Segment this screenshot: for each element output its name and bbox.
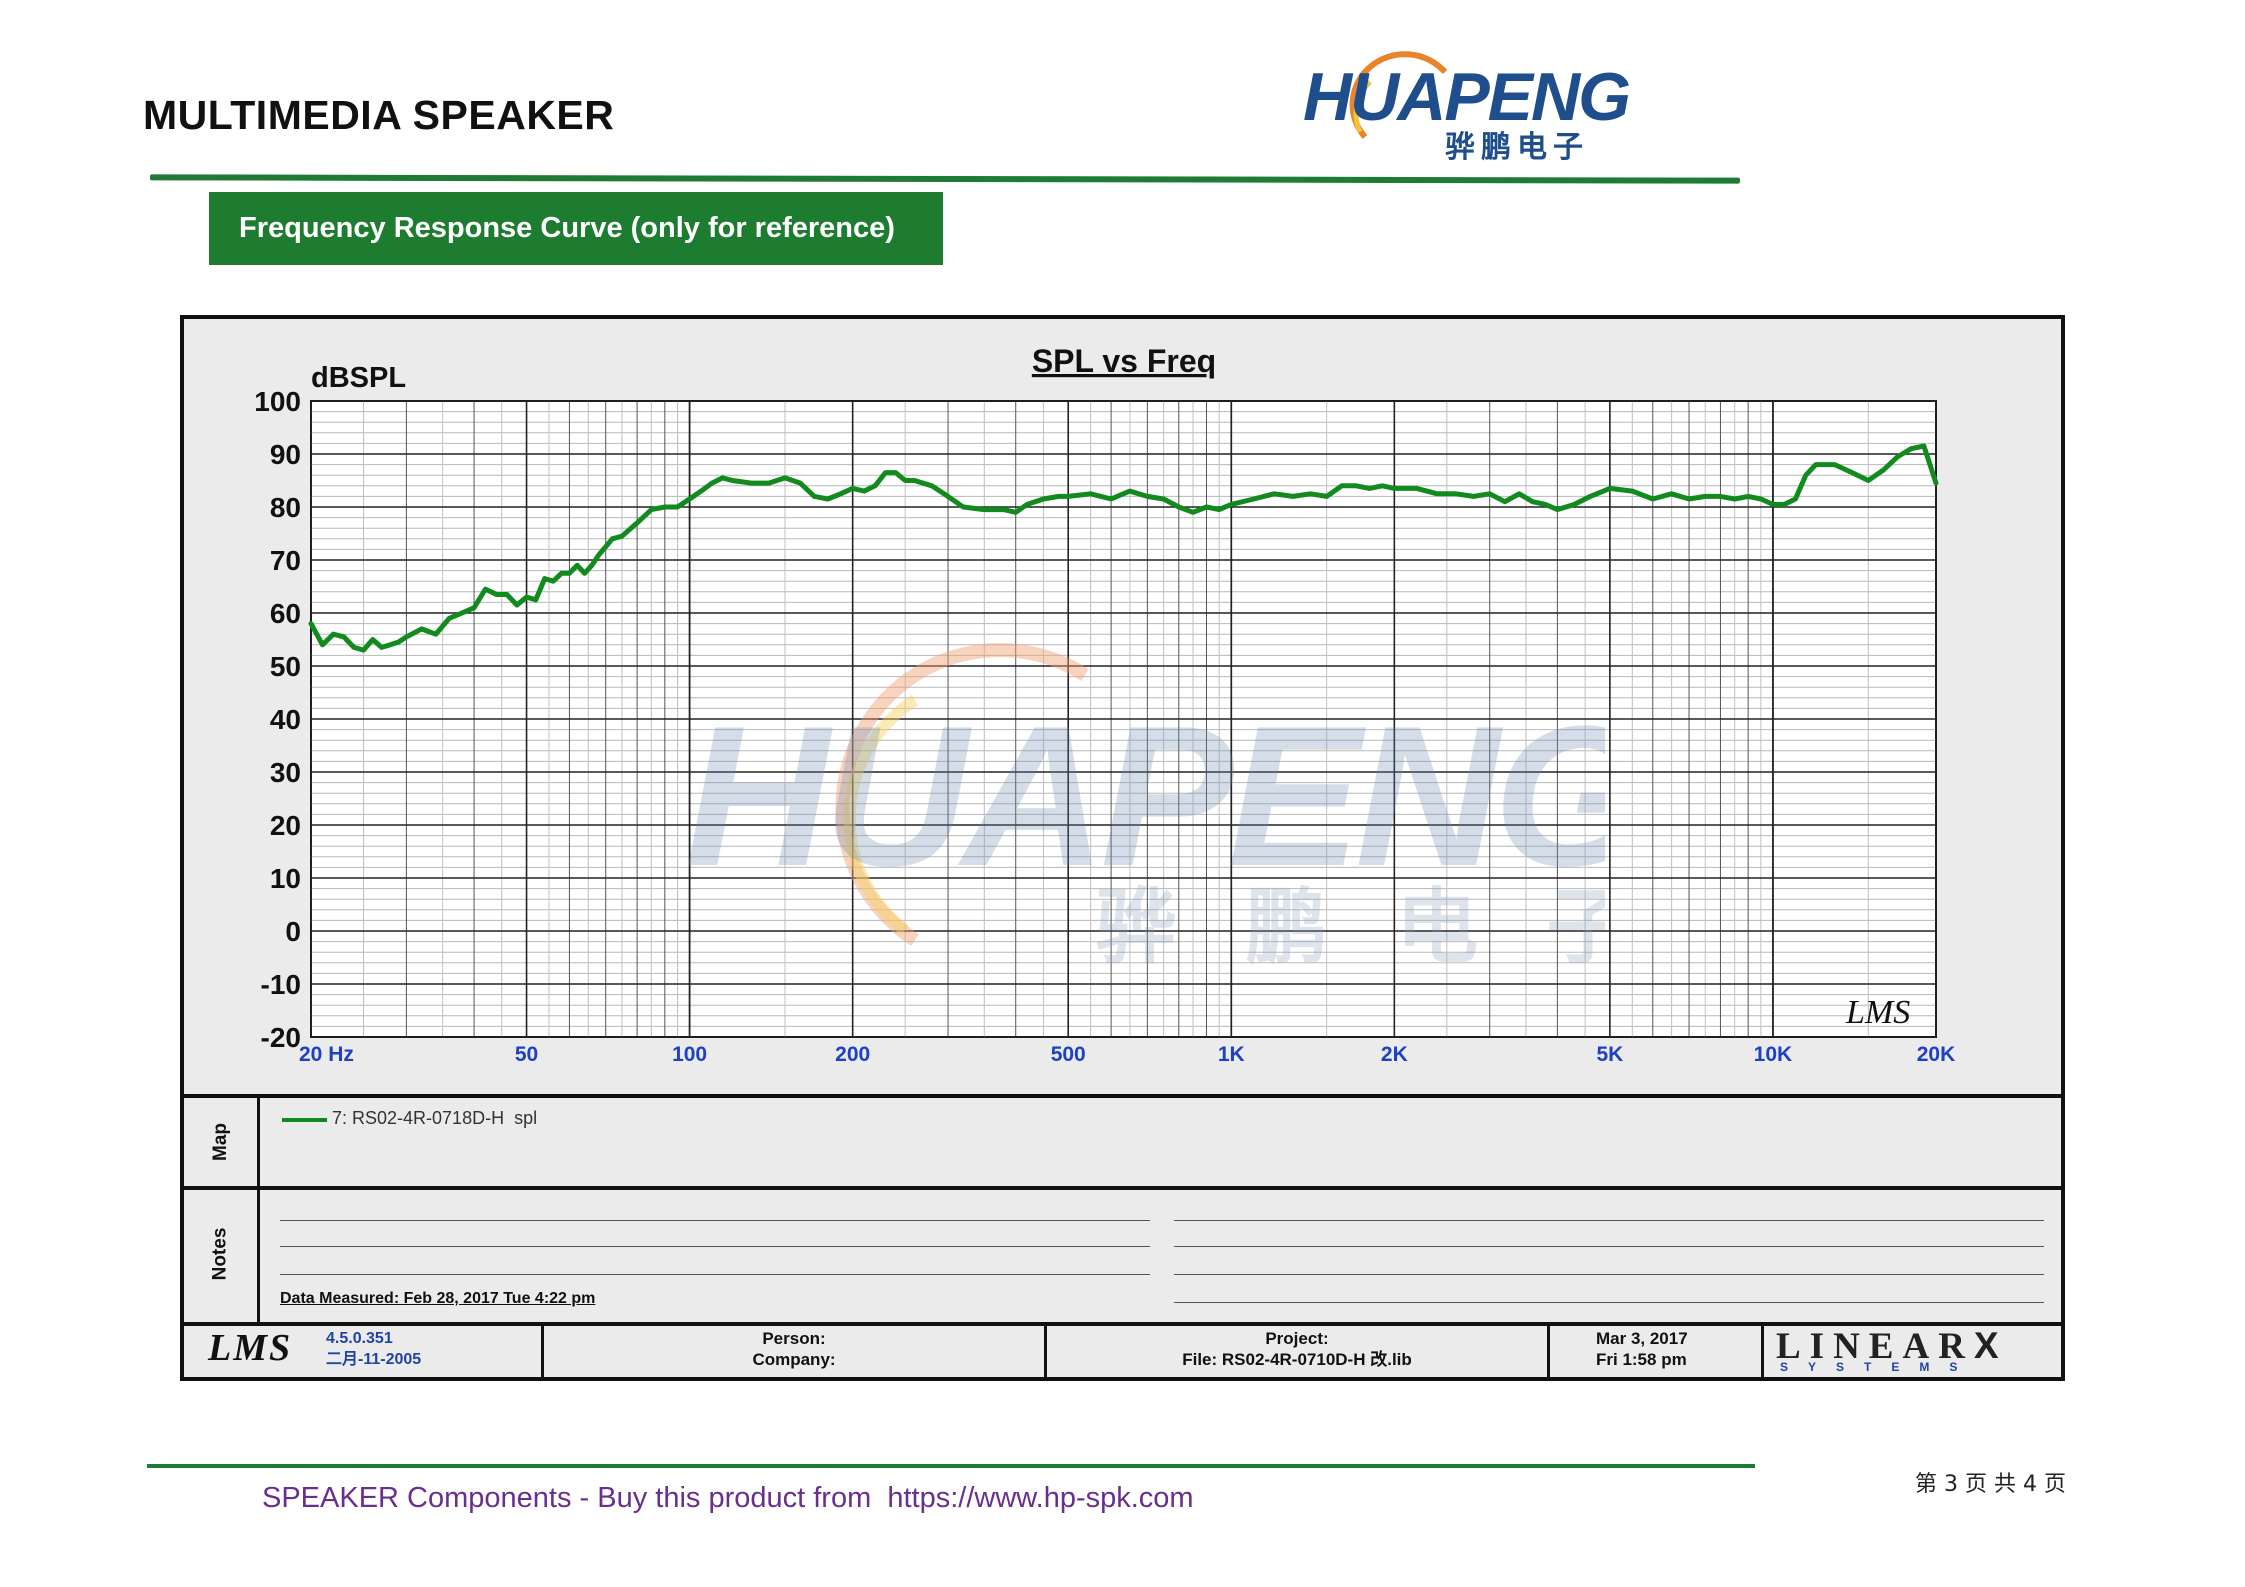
report-date: Mar 3, 2017 <box>1596 1329 1688 1348</box>
logo-cn: 骅鹏电子 <box>1445 130 1589 165</box>
footer-rule <box>147 1464 1755 1468</box>
linearx-logo: LINEARX <box>1776 1325 2008 1367</box>
brand-cell: LINEARX SYSTEMS <box>1764 1322 2061 1377</box>
y-tick-label: -10 <box>261 969 301 1000</box>
note-line <box>1174 1246 2044 1247</box>
y-tick-label: 30 <box>270 757 301 788</box>
note-line <box>280 1274 1150 1275</box>
page-number: 第 3 页 共 4 页 <box>1915 1472 2066 1497</box>
map-label: Map <box>184 1098 260 1186</box>
info-footer: LMS 4.5.0.351 二月-11-2005 Person: Company… <box>180 1322 2065 1381</box>
notes-row: Notes Data Measured: Feb 28, 2017 Tue 4:… <box>180 1186 2065 1326</box>
chart-panel: 100 90 80 70 60 50 40 30 20 10 0 -10 -20 20 Hz 50 100 20… <box>180 315 2065 1381</box>
series-line <box>308 443 1939 653</box>
section-banner-label: Frequency Response Curve (only for refer… <box>239 212 895 244</box>
y-tick-label: -20 <box>261 1022 301 1053</box>
x-tick-label: 200 <box>835 1043 870 1066</box>
version-number: 4.5.0.351 <box>326 1330 393 1347</box>
page-title: MULTIMEDIA SPEAKER <box>143 92 615 138</box>
y-tick-label: 0 <box>285 916 301 947</box>
version-info: 4.5.0.351 二月-11-2005 <box>326 1328 421 1370</box>
y-axis-label: dBSPL <box>311 362 406 394</box>
huapeng-logo: HUAPENG 骅鹏电子 <box>1303 51 1631 165</box>
note-line <box>1174 1274 2044 1275</box>
y-tick-label: 10 <box>270 863 301 894</box>
y-tick-label: 80 <box>270 492 301 523</box>
y-tick-label: 70 <box>270 545 301 576</box>
legend-entry: 7: RS02-4R-0718D-H spl <box>332 1108 538 1128</box>
logo-text: HUAPENG <box>1303 59 1629 135</box>
y-tick-label: 60 <box>270 598 301 629</box>
note-line <box>1174 1302 2044 1303</box>
company-label: Company: <box>752 1350 836 1369</box>
legend-swatch <box>282 1118 327 1122</box>
x-tick-label: 20 Hz <box>299 1043 354 1066</box>
lms-chart-mark: LMS <box>1845 994 1910 1031</box>
x-tick-label: 10K <box>1754 1043 1793 1066</box>
x-tick-label: 1K <box>1218 1043 1245 1066</box>
chart-title: SPL vs Freq <box>1032 343 1216 379</box>
date-cell: Mar 3, 2017 Fri 1:58 pm <box>1550 1322 1764 1377</box>
lms-logo: LMS <box>208 1327 293 1369</box>
version-date: 二月-11-2005 <box>326 1351 422 1368</box>
note-line <box>280 1220 1150 1221</box>
file-label: File: RS02-4R-0710D-H 改.lib <box>1182 1350 1412 1369</box>
lms-cell: LMS 4.5.0.351 二月-11-2005 <box>184 1322 544 1377</box>
y-tick-label: 100 <box>254 386 301 417</box>
footer-link-text[interactable]: SPEAKER Components - Buy this product fr… <box>262 1482 1194 1514</box>
report-time: Fri 1:58 pm <box>1596 1350 1687 1369</box>
measured-date: Data Measured: Feb 28, 2017 Tue 4:22 pm <box>280 1290 596 1307</box>
x-tick-label: 2K <box>1381 1043 1408 1066</box>
project-label: Project: <box>1265 1329 1329 1348</box>
notes-label: Notes <box>184 1186 260 1322</box>
header-rule <box>149 174 1741 184</box>
x-tick-label: 100 <box>672 1043 707 1066</box>
linearx-systems: SYSTEMS <box>1780 1360 1978 1374</box>
y-tick-label: 20 <box>270 810 301 841</box>
map-row: Map 7: RS02-4R-0718D-H spl <box>180 1094 2065 1190</box>
x-tick-label: 500 <box>1051 1043 1086 1066</box>
person-label: Person: <box>762 1329 826 1348</box>
project-cell: Project: File: RS02-4R-0710D-H 改.lib <box>1047 1322 1550 1377</box>
y-tick-label: 90 <box>270 439 301 470</box>
x-tick-label: 5K <box>1596 1043 1623 1066</box>
note-line <box>280 1246 1150 1247</box>
y-tick-label: 40 <box>270 704 301 735</box>
x-tick-label: 50 <box>515 1043 538 1066</box>
section-banner: Frequency Response Curve (only for refer… <box>209 192 943 265</box>
note-line <box>1174 1220 2044 1221</box>
person-cell: Person: Company: <box>544 1322 1047 1377</box>
y-tick-label: 50 <box>270 651 301 682</box>
x-tick-label: 20K <box>1917 1043 1956 1066</box>
